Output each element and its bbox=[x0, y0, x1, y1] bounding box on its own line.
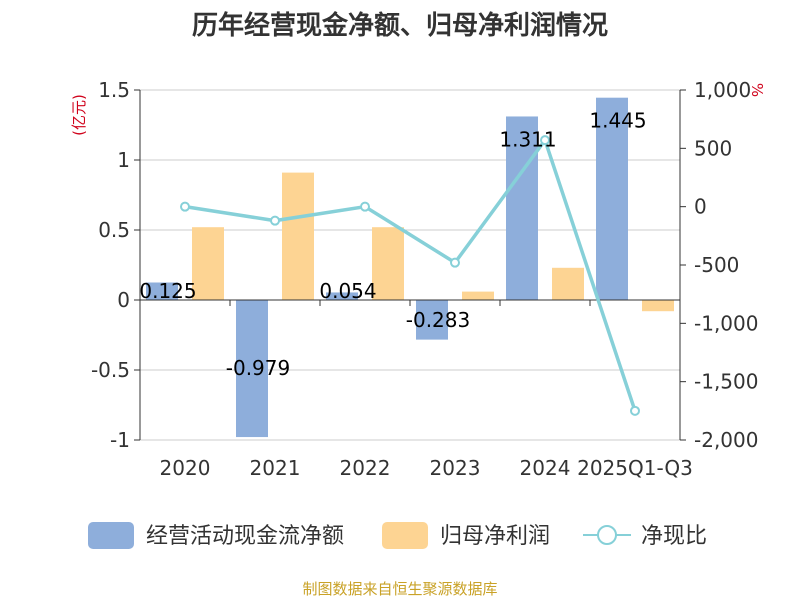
bar-netprofit bbox=[642, 300, 674, 312]
category-label: 2024 bbox=[520, 456, 571, 480]
legend-label: 归母净利润 bbox=[440, 524, 550, 549]
ratio-point bbox=[360, 201, 370, 212]
ratio-point bbox=[540, 135, 550, 146]
bar-netprofit bbox=[552, 267, 584, 300]
left-tick-label: 1 bbox=[117, 148, 130, 172]
bar-cashflow bbox=[596, 97, 628, 300]
legend-label: 净现比 bbox=[641, 524, 707, 549]
source-note: 制图数据来自恒生聚源数据库 bbox=[302, 580, 497, 598]
left-tick-label: -0.5 bbox=[91, 358, 130, 382]
bar-cashflow bbox=[326, 292, 358, 300]
category-label: 2023 bbox=[430, 456, 481, 480]
legend: 经营活动现金流净额 归母净利润 净现比 bbox=[88, 522, 707, 549]
bar-cashflow bbox=[146, 282, 178, 300]
left-tick-label: 1.5 bbox=[98, 78, 130, 102]
legend-swatch-marker bbox=[597, 525, 617, 545]
ratio-line bbox=[184, 136, 637, 412]
category-label: 2025Q1-Q3 bbox=[577, 456, 693, 480]
axes-layer bbox=[134, 89, 686, 441]
bar-netprofit bbox=[192, 227, 224, 300]
bar-netprofit bbox=[462, 291, 494, 300]
chart-title: 历年经营现金净额、归母净利润情况 bbox=[192, 10, 608, 41]
ratio-point bbox=[450, 257, 460, 268]
category-label: 2022 bbox=[340, 456, 391, 480]
right-tick-label: 1,000 bbox=[694, 78, 751, 102]
bars-layer bbox=[146, 97, 674, 438]
bar-cashflow bbox=[416, 300, 448, 340]
left-tick-label: -1 bbox=[110, 428, 130, 452]
right-tick-label: -1,000 bbox=[694, 311, 758, 335]
tick-labels-layer: 1.5 1 0.5 0 -0.5 -1 1,000 500 0 -500 -1,000 -1,500 -… bbox=[91, 78, 759, 480]
bar-data-label: 0.125 bbox=[139, 279, 196, 303]
right-tick-label: -500 bbox=[694, 253, 739, 277]
left-axis-unit: (亿元) bbox=[70, 94, 88, 136]
left-tick-label: 0.5 bbox=[98, 218, 130, 242]
left-tick-label: 0 bbox=[117, 288, 130, 312]
grid-lines bbox=[140, 89, 680, 441]
ratio-point bbox=[180, 201, 190, 212]
right-axis-unit: % bbox=[748, 83, 766, 97]
right-tick-label: 0 bbox=[694, 195, 707, 219]
legend-swatch bbox=[382, 522, 428, 549]
data-labels-layer: 0.125 -0.979 0.054 -0.283 1.311 1.445 bbox=[139, 109, 646, 380]
bar-data-label: -0.283 bbox=[406, 308, 470, 332]
bar-data-label: -0.979 bbox=[226, 356, 290, 380]
legend-label: 经营活动现金流净额 bbox=[146, 524, 344, 549]
category-label: 2020 bbox=[160, 456, 211, 480]
bar-cashflow bbox=[506, 116, 538, 301]
bar-netprofit bbox=[282, 172, 314, 300]
ratio-line-layer bbox=[180, 135, 640, 416]
bar-data-label: 1.311 bbox=[499, 127, 556, 151]
ratio-point bbox=[630, 405, 640, 416]
category-label: 2021 bbox=[250, 456, 301, 480]
legend-swatch bbox=[88, 522, 134, 549]
right-tick-label: 500 bbox=[694, 136, 732, 160]
bar-data-label: 0.054 bbox=[319, 279, 376, 303]
right-tick-label: -1,500 bbox=[694, 370, 758, 394]
bar-data-label: 1.445 bbox=[589, 109, 646, 133]
ratio-point bbox=[270, 215, 280, 226]
bar-cashflow bbox=[236, 300, 268, 438]
right-tick-label: -2,000 bbox=[694, 428, 758, 452]
bar-netprofit bbox=[372, 227, 404, 300]
